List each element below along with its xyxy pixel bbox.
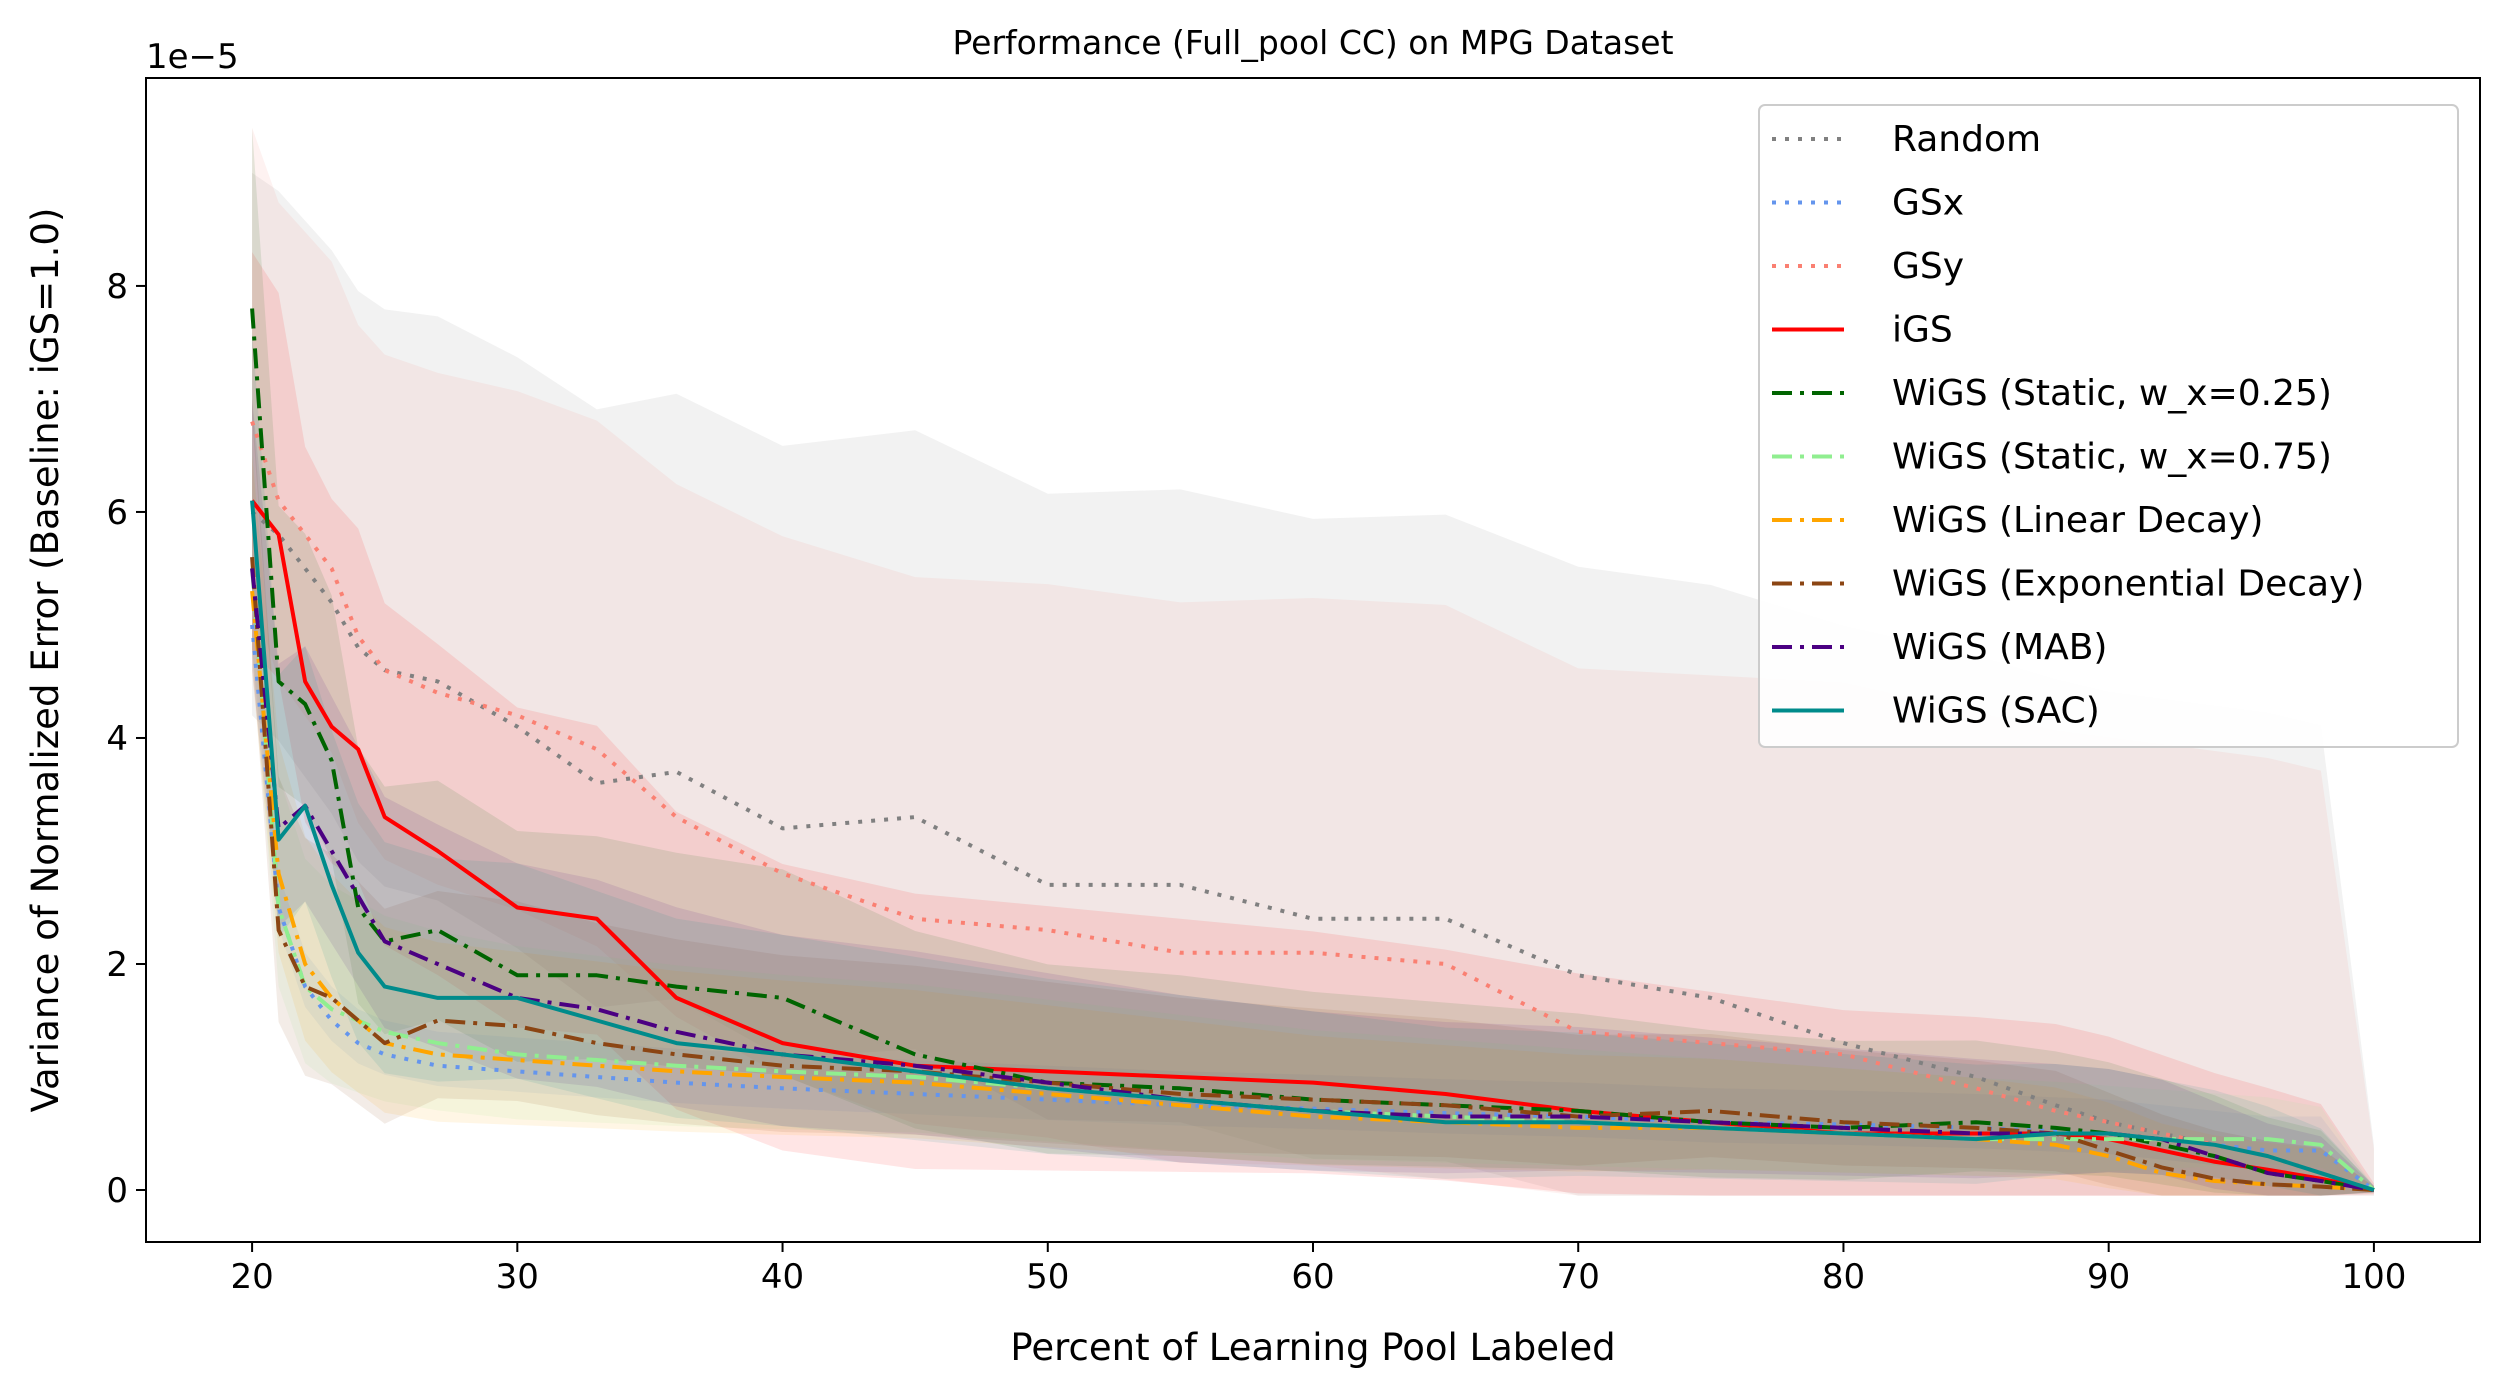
legend-label-wigs-mab: WiGS (MAB) — [1892, 627, 2107, 668]
y-tick-label: 6 — [106, 493, 128, 533]
x-axis-ticks: 20 30 40 50 60 70 80 90 100 — [230, 1242, 2406, 1297]
wigs-exponential-decay-band — [252, 398, 2374, 1196]
wigs-static-w-x-0-75-band — [252, 432, 2374, 1193]
legend-label-wigs-static-w-x-0-25: WiGS (Static, w_x=0.25) — [1892, 373, 2332, 414]
x-tick-label: 20 — [230, 1257, 273, 1297]
legend-label-random: Random — [1892, 119, 2041, 160]
legend-label-wigs-static-w-x-0-75: WiGS (Static, w_x=0.75) — [1892, 437, 2332, 478]
confidence-bands — [252, 127, 2374, 1196]
x-tick-label: 60 — [1291, 1257, 1334, 1297]
legend-label-igs: iGS — [1892, 310, 1953, 351]
wigs-sac-line — [250, 500, 2375, 1192]
y-tick-label: 8 — [106, 267, 128, 307]
series-lines — [250, 308, 2376, 1193]
y-tick-label: 4 — [106, 719, 128, 759]
wigs-linear-decay-line — [250, 590, 2375, 1193]
igs-band — [252, 252, 2374, 1196]
x-tick-label: 70 — [1557, 1257, 1600, 1297]
y-offset-label: 1e−5 — [146, 37, 239, 77]
x-tick-label: 100 — [2341, 1257, 2406, 1297]
y-tick-label: 0 — [106, 1171, 128, 1211]
x-tick-label: 50 — [1026, 1257, 1069, 1297]
x-tick-label: 80 — [1822, 1257, 1865, 1297]
legend-label-wigs-linear-decay: WiGS (Linear Decay) — [1892, 500, 2263, 541]
legend-label-wigs-sac: WiGS (SAC) — [1892, 691, 2100, 732]
x-axis-label: Percent of Learning Pool Labeled — [1010, 1326, 1615, 1369]
legend-label-gsx: GSx — [1892, 183, 1964, 224]
y-axis-label: Variance of Normalized Error (Baseline: … — [24, 208, 67, 1113]
x-tick-label: 40 — [761, 1257, 804, 1297]
legend-label-wigs-exponential-decay: WiGS (Exponential Decay) — [1892, 564, 2364, 605]
igs-line — [250, 499, 2375, 1192]
wigs-exponential-decay-line — [250, 557, 2375, 1193]
x-tick-label: 90 — [2087, 1257, 2130, 1297]
legend-label-gsy: GSy — [1892, 246, 1964, 287]
y-axis-ticks: 0 2 4 6 8 — [106, 267, 146, 1211]
gsx-band — [252, 591, 2374, 1193]
wigs-static-w-x-0-25-band — [252, 127, 2374, 1196]
wigs-mab-band — [252, 398, 2374, 1196]
legend: Random GSx GSy iGS WiGS (Static, w_x=0.25) Wi… — [1758, 104, 2459, 748]
gsy-line — [250, 420, 2375, 1192]
gsy-band — [252, 127, 2374, 1196]
y-tick-label: 2 — [106, 945, 128, 985]
wigs-sac-band — [252, 331, 2374, 1196]
x-tick-label: 30 — [496, 1257, 539, 1297]
wigs-linear-decay-band — [252, 455, 2374, 1196]
chart-title: Performance (Full_pool CC) on MPG Datase… — [952, 23, 1673, 62]
legend-frame — [1758, 104, 2459, 748]
random-band — [252, 172, 2374, 1196]
